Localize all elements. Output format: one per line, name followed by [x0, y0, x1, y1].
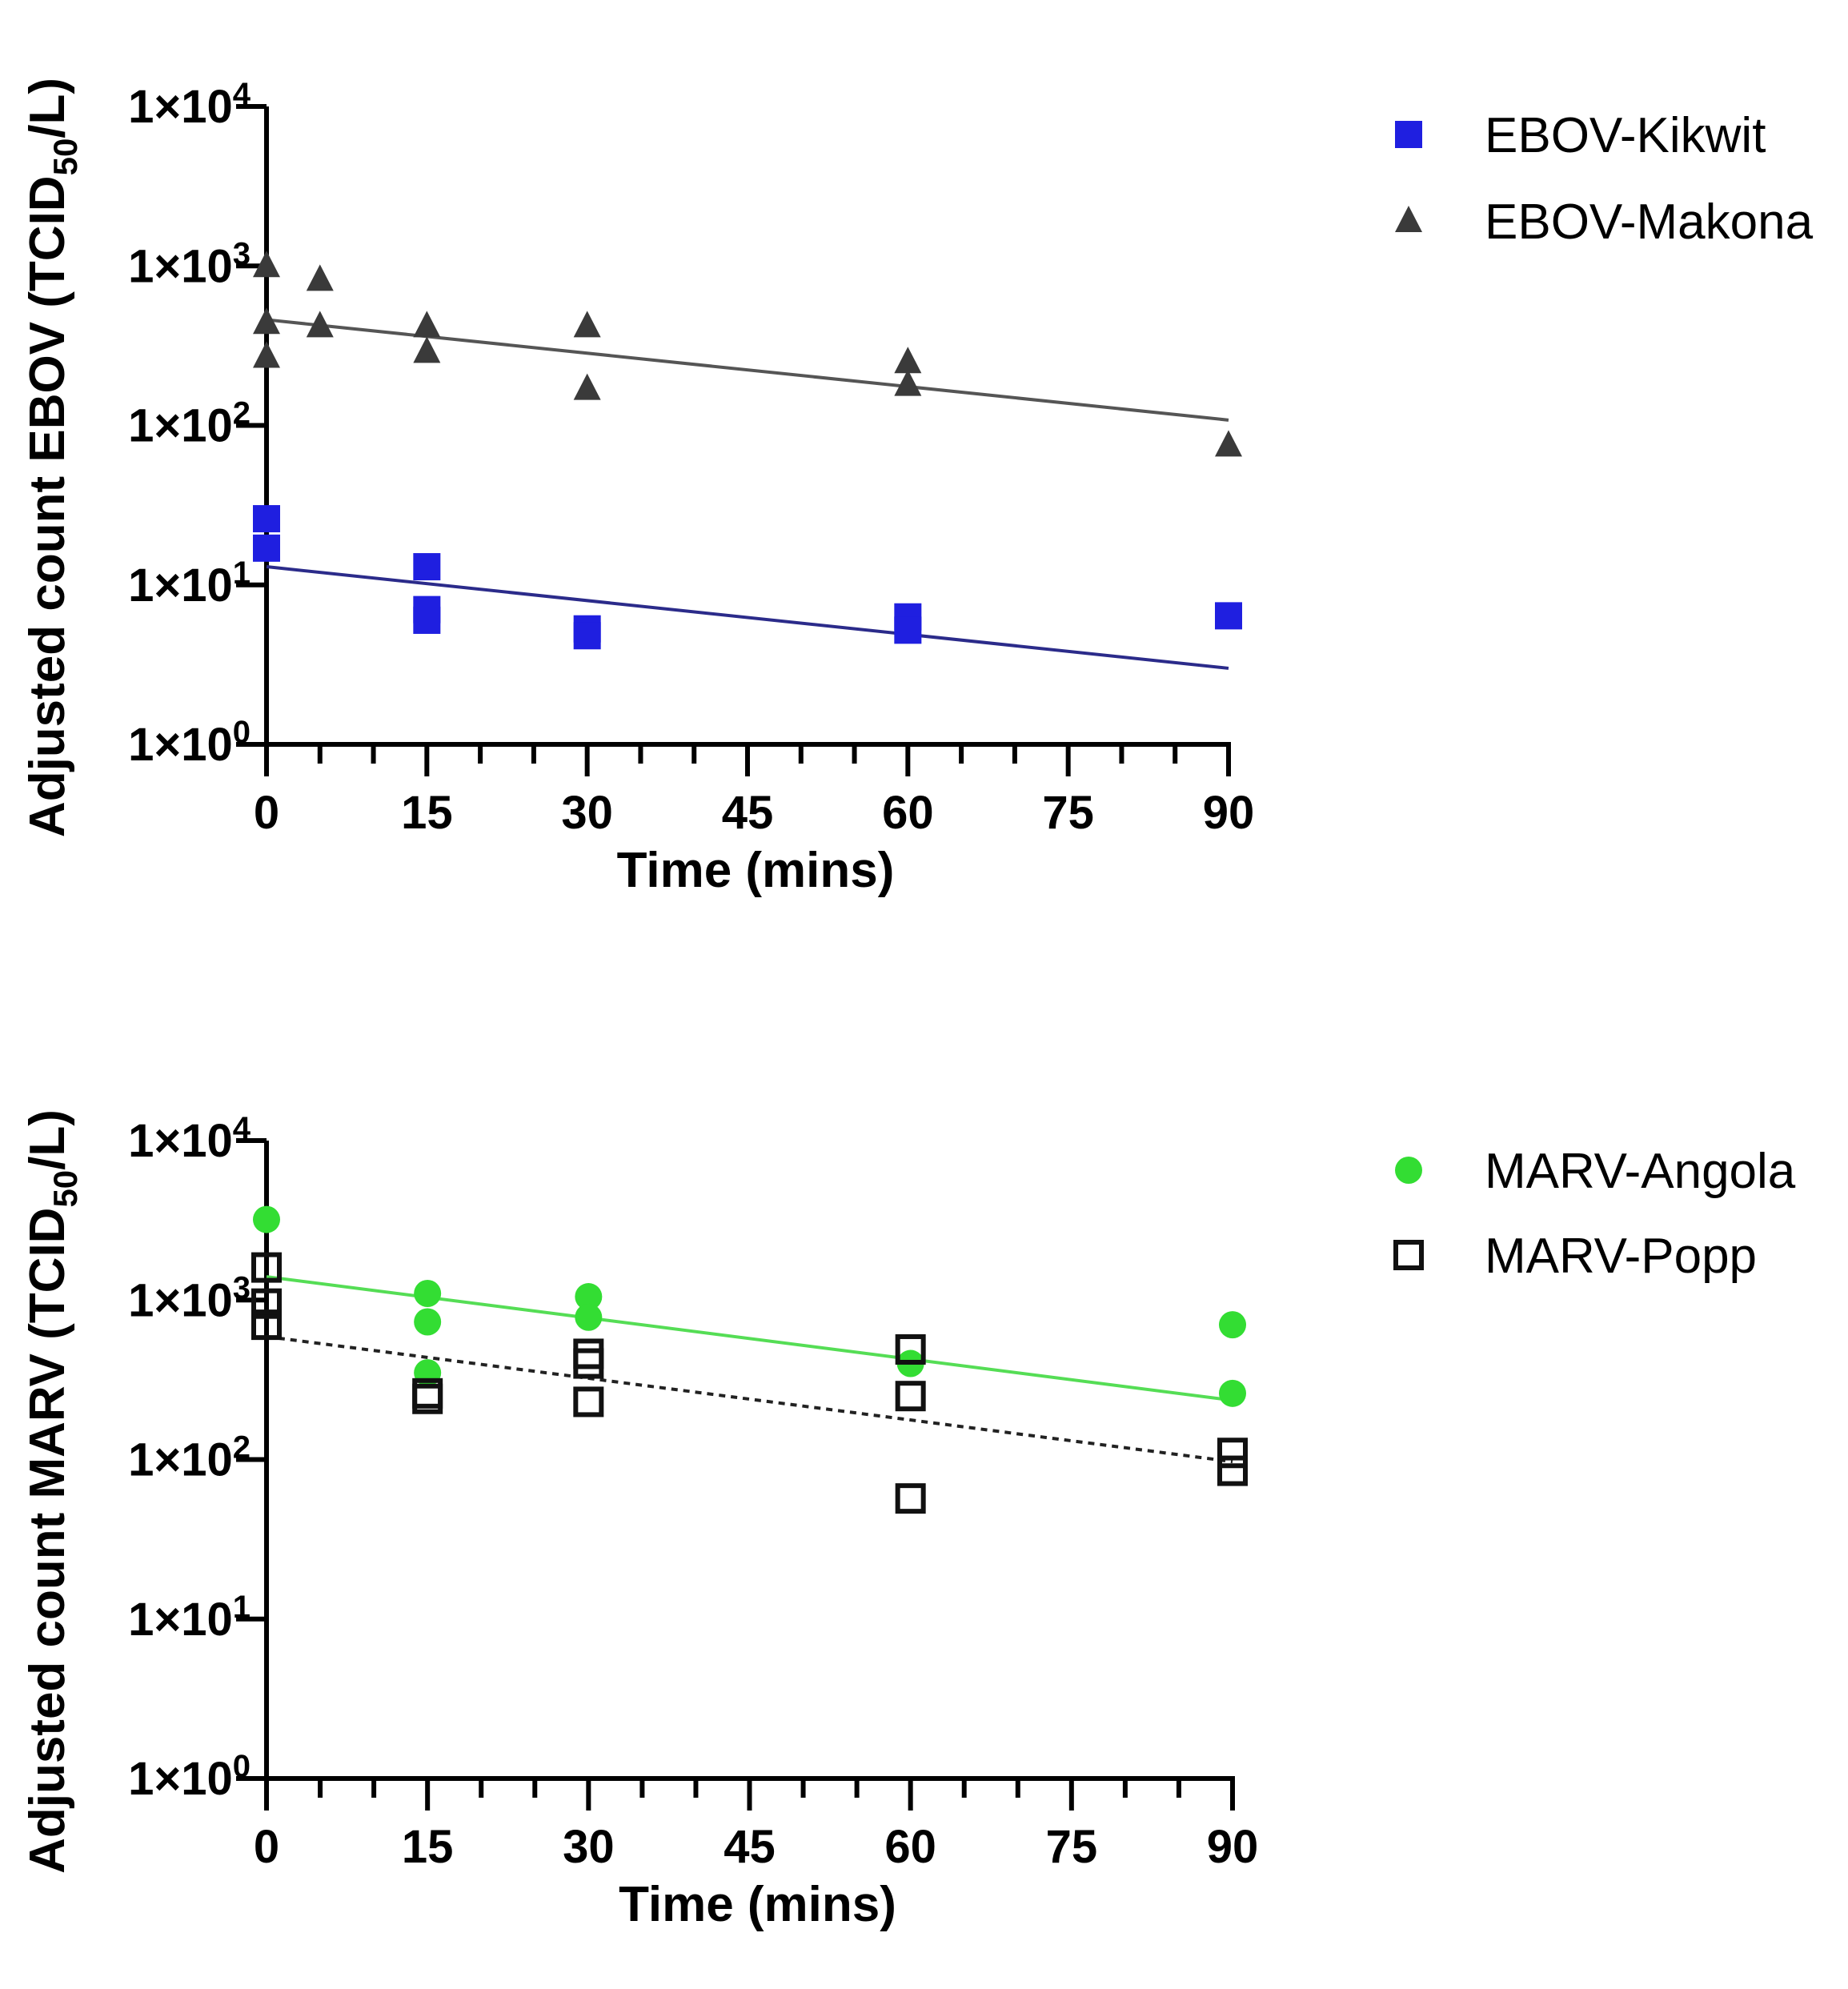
ebov-makona-point	[573, 373, 601, 400]
marv-popp-point	[895, 1381, 926, 1412]
marv-x-tick-label: 60	[884, 1821, 936, 1873]
ebov-kikwit-point	[894, 616, 922, 644]
marv-popp-point	[251, 1309, 282, 1341]
marv-y-tick-label: 1×102	[128, 1430, 251, 1486]
marv-x-axis-label: Time (mins)	[619, 1877, 896, 1932]
marv-popp-legend-marker	[1393, 1240, 1424, 1270]
marv-y-tick-label: 1×104	[128, 1111, 251, 1167]
ebov-makona-point	[306, 264, 334, 291]
ebov-x-axis-label: Time (mins)	[617, 843, 895, 898]
ebov-y-tick-label: 1×103	[128, 236, 251, 292]
ebov-x-tick-label: 90	[1203, 787, 1255, 839]
ebov-y-tick-label: 1×100	[128, 715, 251, 771]
marv-popp-point	[895, 1333, 926, 1365]
marv-x-tick-label: 0	[254, 1821, 279, 1873]
ebov-kikwit-point	[413, 606, 441, 634]
ebov-x-tick-label: 30	[561, 787, 613, 839]
marv-angola-legend-label: MARV-Angola	[1485, 1144, 1796, 1199]
ebov-kikwit-legend-marker	[1395, 121, 1422, 148]
marv-popp-point	[1217, 1438, 1248, 1469]
ebov-y-tick-label: 1×102	[128, 396, 251, 452]
ebov-x-tick-label: 15	[401, 787, 453, 839]
ebov-makona-point	[894, 369, 922, 396]
marv-angola-point	[575, 1303, 603, 1331]
ebov-kikwit-point	[413, 553, 441, 581]
marv-angola-point	[414, 1308, 442, 1336]
chart-marv-panel: 0 15 30 45 60 75 90 1×100 1×101 1×102 1×103 1×104 Ti…	[20, 1109, 1796, 1932]
marv-popp-point	[573, 1338, 604, 1369]
marv-angola-point	[253, 1205, 280, 1233]
ebov-makona-point	[253, 341, 280, 368]
marv-popp-point	[573, 1386, 604, 1418]
ebov-makona-point	[253, 251, 280, 278]
ebov-y-tick-label: 1×104	[128, 77, 251, 133]
marv-popp-fit-line	[266, 1334, 1233, 1464]
ebov-x-tick-label: 45	[722, 787, 774, 839]
marv-popp-legend-label: MARV-Popp	[1485, 1229, 1757, 1284]
marv-x-tick-label: 30	[563, 1821, 615, 1873]
marv-popp-point	[895, 1483, 926, 1514]
marv-x-tick-label: 90	[1207, 1821, 1259, 1873]
ebov-makona-fit-line	[266, 318, 1229, 422]
marv-angola-point	[575, 1283, 603, 1311]
marv-y-tick-label: 1×101	[128, 1590, 251, 1646]
marv-popp-point	[251, 1288, 282, 1319]
ebov-makona-legend-marker	[1395, 206, 1422, 232]
marv-y-tick-label: 1×100	[128, 1749, 251, 1805]
marv-angola-point	[414, 1280, 442, 1308]
ebov-x-tick-label: 60	[882, 787, 934, 839]
marv-x-tick-label: 75	[1046, 1821, 1098, 1873]
marv-angola-point	[1219, 1311, 1246, 1339]
ebov-y-tick-label: 1×101	[128, 555, 251, 612]
ebov-kikwit-point	[253, 534, 280, 562]
marv-y-axis-label: Adjusted count MARV (TCID50/L)	[20, 1109, 84, 1874]
marv-x-tick-label: 15	[402, 1821, 454, 1873]
marv-popp-point	[573, 1348, 604, 1379]
ebov-kikwit-point	[573, 622, 601, 650]
ebov-makona-point	[253, 307, 280, 335]
marv-popp-point	[1217, 1455, 1248, 1486]
ebov-makona-point	[894, 347, 922, 374]
ebov-y-axis-label: Adjusted count EBOV (TCID50/L)	[20, 78, 84, 837]
ebov-makona-point	[1215, 430, 1242, 457]
ebov-makona-point	[306, 311, 334, 338]
ebov-kikwit-fit-line	[266, 565, 1229, 670]
marv-angola-point	[1219, 1379, 1246, 1407]
ebov-makona-point	[413, 311, 441, 338]
marv-y-tick-label: 1×103	[128, 1270, 251, 1326]
marv-popp-point	[251, 1252, 282, 1283]
marv-angola-legend-marker	[1395, 1157, 1422, 1184]
ebov-kikwit-legend-label: EBOV-Kikwit	[1485, 108, 1766, 163]
ebov-kikwit-point	[1215, 602, 1242, 630]
ebov-makona-point	[413, 336, 441, 363]
chart-ebov-panel: 0 15 30 45 60 75 90 1×100 1×101 1×102 1×103 1×104 Ti…	[20, 77, 1814, 898]
marv-angola-fit-line	[266, 1275, 1233, 1402]
ebov-makona-point	[573, 311, 601, 338]
marv-x-tick-label: 45	[724, 1821, 776, 1873]
ebov-kikwit-point	[253, 505, 280, 533]
ebov-makona-legend-label: EBOV-Makona	[1485, 194, 1814, 250]
ebov-x-tick-label: 75	[1042, 787, 1094, 839]
marv-popp-point	[412, 1383, 443, 1414]
ebov-x-tick-label: 0	[254, 787, 279, 839]
